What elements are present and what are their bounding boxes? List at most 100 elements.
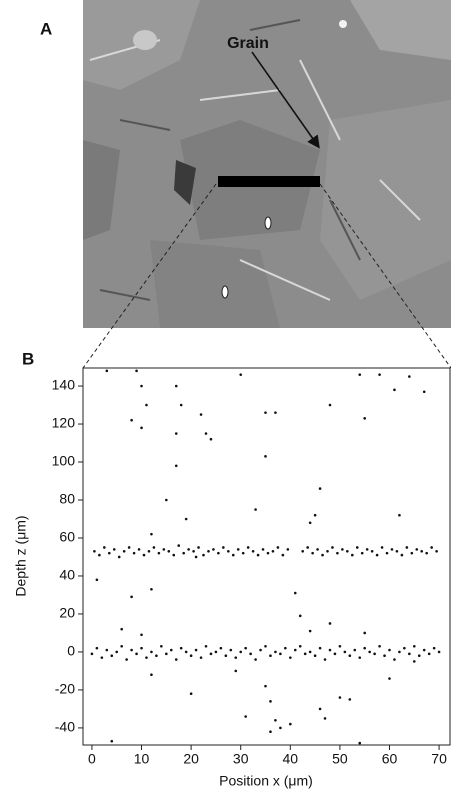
point bbox=[135, 369, 138, 373]
point bbox=[279, 652, 282, 656]
point bbox=[194, 648, 198, 652]
point bbox=[214, 650, 218, 654]
point bbox=[375, 553, 379, 557]
y-axis-label: Depth z (μm) bbox=[13, 515, 29, 596]
y-tick-label: 100 bbox=[52, 453, 76, 469]
point bbox=[130, 648, 133, 652]
x-tick-label: 40 bbox=[283, 751, 299, 767]
point bbox=[422, 648, 426, 652]
y-tick-label: 0 bbox=[67, 643, 75, 659]
point bbox=[150, 587, 153, 591]
point bbox=[403, 646, 406, 650]
point bbox=[249, 652, 252, 656]
point bbox=[204, 432, 208, 435]
point bbox=[150, 650, 153, 654]
annotation: Grain bbox=[227, 35, 269, 52]
point bbox=[313, 654, 317, 658]
point bbox=[284, 646, 287, 650]
point bbox=[256, 553, 260, 557]
y-tick-label: -40 bbox=[55, 719, 75, 735]
point bbox=[150, 532, 153, 536]
point bbox=[169, 648, 173, 652]
point bbox=[358, 373, 362, 376]
point bbox=[199, 413, 203, 416]
point bbox=[95, 646, 99, 650]
point bbox=[266, 551, 270, 555]
point bbox=[408, 652, 411, 656]
point bbox=[162, 548, 166, 551]
point bbox=[227, 549, 230, 553]
point bbox=[378, 373, 381, 376]
point bbox=[422, 390, 426, 394]
point bbox=[358, 656, 362, 659]
point bbox=[209, 652, 213, 656]
point bbox=[289, 722, 292, 726]
point bbox=[189, 654, 193, 658]
point bbox=[90, 652, 94, 656]
point bbox=[358, 741, 362, 745]
point bbox=[385, 551, 389, 555]
x-tick-label: 0 bbox=[88, 751, 96, 767]
point bbox=[209, 437, 213, 441]
point bbox=[145, 656, 148, 659]
point bbox=[331, 546, 334, 549]
point bbox=[95, 578, 99, 582]
point bbox=[120, 627, 123, 631]
point bbox=[239, 373, 243, 376]
point bbox=[157, 551, 161, 555]
point bbox=[174, 432, 178, 435]
point bbox=[383, 654, 386, 658]
point bbox=[187, 548, 190, 551]
point bbox=[370, 549, 374, 553]
point bbox=[393, 658, 396, 661]
point bbox=[239, 650, 243, 654]
point bbox=[192, 549, 195, 553]
point bbox=[276, 546, 280, 549]
point bbox=[390, 548, 394, 551]
point bbox=[234, 656, 238, 659]
micrograph bbox=[83, 0, 451, 328]
point bbox=[179, 646, 183, 650]
point bbox=[313, 513, 317, 517]
plot-frame bbox=[82, 367, 451, 746]
point bbox=[269, 654, 272, 658]
point bbox=[400, 553, 404, 557]
point bbox=[152, 546, 156, 549]
x-tick-label: 50 bbox=[332, 751, 348, 767]
point bbox=[435, 549, 438, 553]
zoom-line bbox=[82, 183, 217, 369]
point bbox=[184, 517, 188, 521]
point bbox=[378, 644, 381, 648]
point bbox=[197, 546, 200, 549]
y-tick-label: 40 bbox=[59, 567, 75, 583]
point bbox=[244, 646, 247, 650]
point bbox=[117, 555, 121, 559]
point bbox=[293, 591, 297, 595]
point bbox=[398, 513, 401, 517]
point bbox=[120, 644, 123, 648]
point bbox=[130, 595, 133, 599]
point bbox=[254, 658, 257, 661]
point bbox=[236, 548, 240, 551]
x-axis-label: Position x (μm) bbox=[219, 773, 313, 789]
point bbox=[388, 677, 391, 680]
point bbox=[425, 551, 428, 555]
point bbox=[306, 546, 309, 549]
point bbox=[271, 549, 275, 553]
point bbox=[167, 549, 171, 553]
point bbox=[318, 646, 322, 650]
point bbox=[204, 644, 208, 648]
zoom-line bbox=[319, 183, 451, 369]
point bbox=[251, 549, 255, 553]
point bbox=[246, 546, 250, 549]
point bbox=[405, 546, 409, 549]
x-tick-label: 20 bbox=[183, 751, 199, 767]
point bbox=[412, 660, 416, 663]
point bbox=[145, 403, 148, 407]
point bbox=[130, 418, 133, 422]
point bbox=[363, 646, 366, 650]
point bbox=[336, 551, 339, 555]
point bbox=[348, 698, 352, 701]
point bbox=[298, 614, 302, 618]
